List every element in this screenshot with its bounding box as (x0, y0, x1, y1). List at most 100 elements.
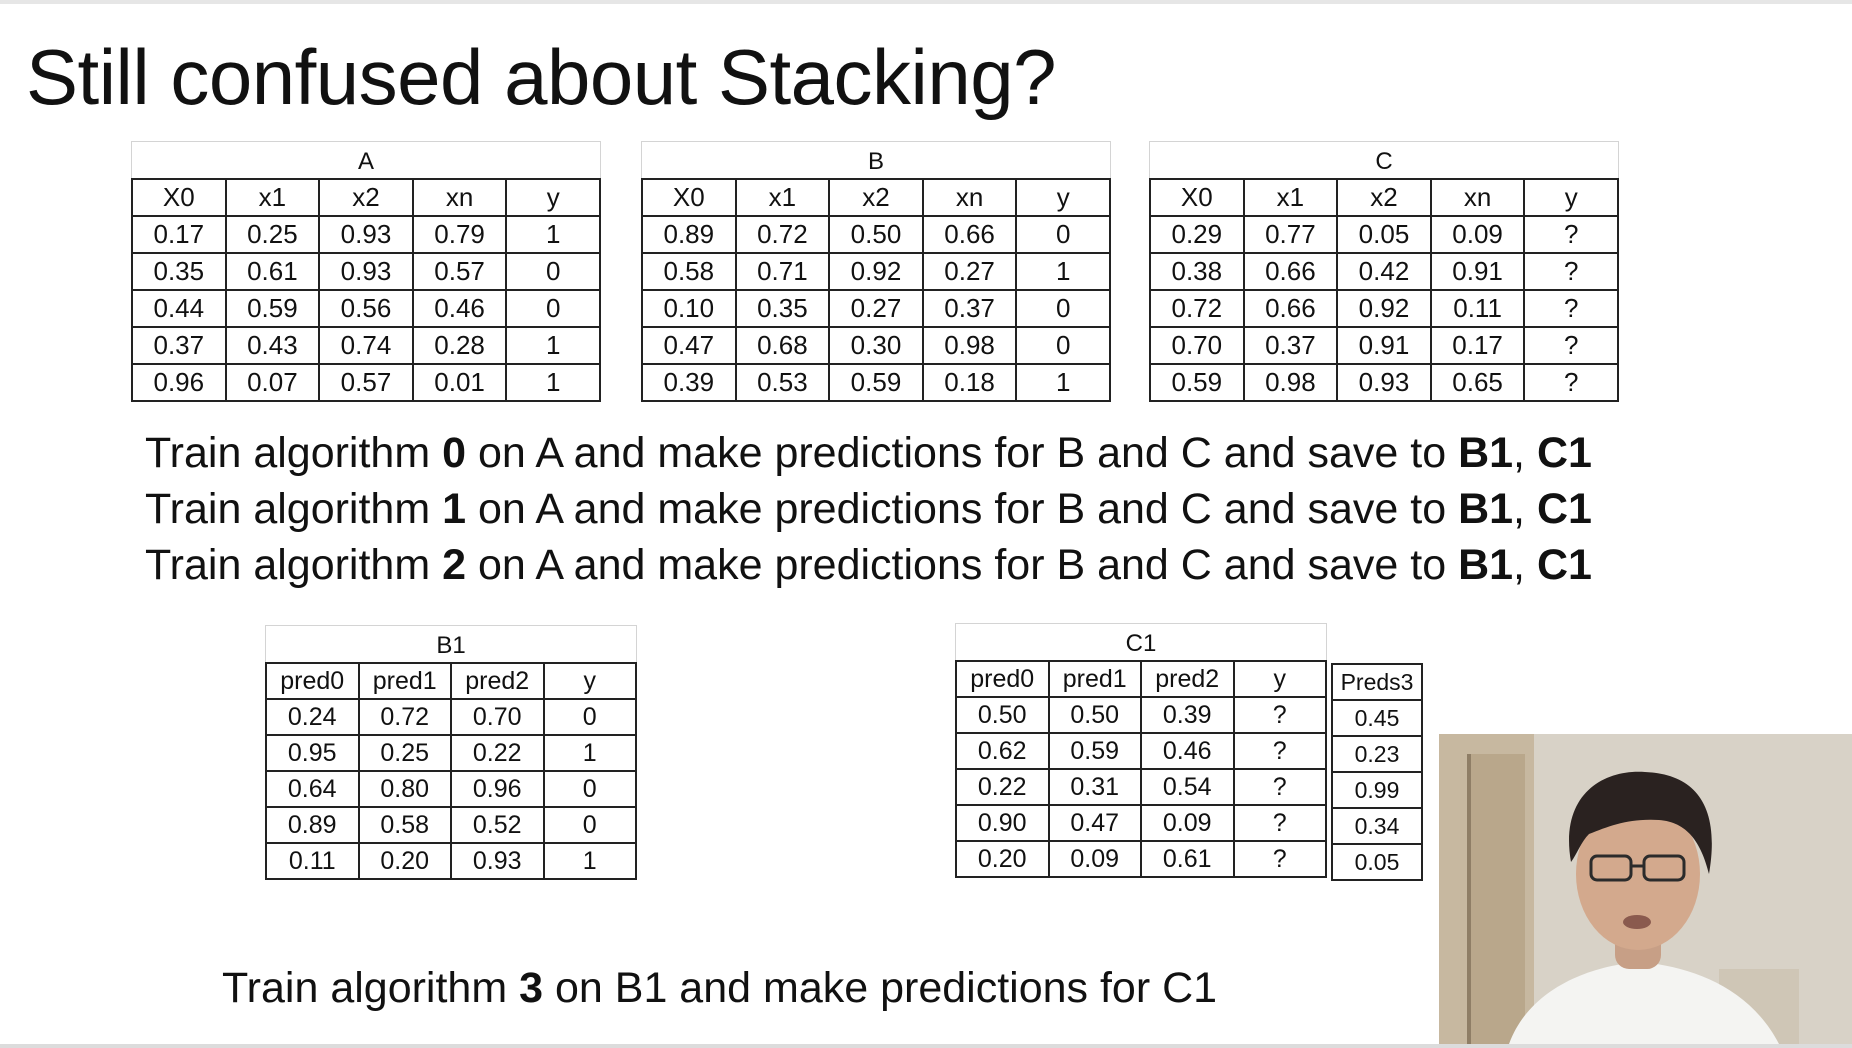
table-cell: 0 (1015, 326, 1111, 365)
table-cell: 0.42 (1336, 252, 1432, 291)
table-cell: 0.25 (224, 215, 321, 254)
table-preds3: Preds3 0.45 0.23 0.99 0.34 0.05 (1331, 663, 1423, 881)
table-c-header: xn (1429, 178, 1526, 217)
table-row: 0.64 0.80 0.96 0 (265, 770, 637, 808)
table-cell: 0.35 (734, 289, 831, 328)
table-cell: 0.20 (955, 840, 1050, 878)
table-cell: 0.68 (734, 326, 831, 365)
table-cell: 0.18 (921, 363, 1018, 402)
algorithm-number: 0 (442, 429, 467, 477)
frame-top-edge (0, 0, 1852, 4)
table-cell: 0.59 (1149, 363, 1245, 402)
step-text: Train algorithm (145, 485, 443, 533)
webcam-scene (1439, 734, 1852, 1044)
table-cell: 0.72 (1149, 289, 1245, 328)
table-cell: 0.20 (357, 842, 452, 880)
table-b-header: x1 (734, 178, 831, 217)
table-row: 0.29 0.77 0.05 0.09 ? (1149, 215, 1619, 254)
table-a: A X0 x1 x2 xn y 0.17 0.25 0.93 0.79 1 0.… (131, 141, 601, 402)
table-c-header: X0 (1149, 178, 1245, 217)
table-cell: 0.61 (224, 252, 321, 291)
table-cell: 0.64 (265, 770, 360, 808)
table-cell: 0 (542, 806, 637, 844)
table-b-header: y (1015, 178, 1111, 217)
table-cell: 0.23 (1331, 735, 1423, 773)
table-cell: 0.28 (411, 326, 508, 365)
table-cell: 0.91 (1336, 326, 1432, 365)
table-cell: 0.47 (641, 326, 737, 365)
table-cell: 0 (505, 252, 601, 291)
table-cell: 0.61 (1140, 840, 1235, 878)
table-cell: ? (1523, 289, 1619, 328)
table-cell: ? (1232, 696, 1327, 734)
table-cell: 0.09 (1140, 804, 1235, 842)
table-cell: 0.99 (1331, 771, 1423, 809)
table-cell: 0.98 (921, 326, 1018, 365)
table-cell: 1 (1015, 363, 1111, 402)
table-cell: 0.72 (734, 215, 831, 254)
table-cell: 0.65 (1429, 363, 1526, 402)
training-steps: Train algorithm 0 on A and make predicti… (145, 425, 1592, 593)
table-row: 0.72 0.66 0.92 0.11 ? (1149, 289, 1619, 328)
step-text: on A and make predictions for B and C an… (466, 429, 1459, 477)
hair (1569, 771, 1712, 874)
table-b-header-row: X0 x1 x2 xn y (641, 178, 1111, 217)
table-c-header: x2 (1336, 178, 1432, 217)
table-a-caption: A (131, 141, 601, 178)
table-cell: 1 (505, 363, 601, 402)
table-cell: 0.57 (318, 363, 414, 402)
table-b1-header-row: pred0 pred1 pred2 y (265, 662, 637, 700)
door-panel (1467, 754, 1525, 1044)
table-cell: 1 (1015, 252, 1111, 291)
table-cell: 0.09 (1429, 215, 1526, 254)
table-cell: ? (1232, 732, 1327, 770)
table-row: 0.35 0.61 0.93 0.57 0 (131, 252, 601, 291)
table-cell: 0.70 (450, 698, 545, 736)
table-cell: 0.54 (1140, 768, 1235, 806)
table-row: 0.89 0.72 0.50 0.66 0 (641, 215, 1111, 254)
b1-label: B1 (1458, 429, 1514, 477)
table-b1-caption: B1 (265, 625, 637, 662)
table-cell: 0.66 (1242, 252, 1339, 291)
table-cell: 0.91 (1429, 252, 1526, 291)
table-cell: 0.89 (265, 806, 360, 844)
table-cell: 0.80 (357, 770, 452, 808)
table-cell: ? (1232, 804, 1327, 842)
table-cell: 0.98 (1242, 363, 1339, 402)
table-cell: 0.59 (828, 363, 924, 402)
table-cell: 0.46 (1140, 732, 1235, 770)
table-row: 0.99 (1331, 771, 1423, 809)
table-cell: 0.50 (1047, 696, 1142, 734)
table-cell: 0 (505, 289, 601, 328)
table-cell: 0.95 (265, 734, 360, 772)
table-cell: 0.74 (318, 326, 414, 365)
table-cell: 0 (542, 698, 637, 736)
table-cell: 0.44 (131, 289, 227, 328)
table-c1-header: y (1232, 660, 1327, 698)
table-row: 0.23 (1331, 735, 1423, 773)
table-cell: 0.10 (641, 289, 737, 328)
table-row: 0.95 0.25 0.22 1 (265, 734, 637, 772)
table-cell: 0.22 (955, 768, 1050, 806)
table-row: 0.47 0.68 0.30 0.98 0 (641, 326, 1111, 365)
table-row: 0.17 0.25 0.93 0.79 1 (131, 215, 601, 254)
table-cell: ? (1523, 252, 1619, 291)
frame-bottom-edge (0, 1044, 1852, 1048)
algorithm-number: 1 (442, 485, 467, 533)
training-step: Train algorithm 0 on A and make predicti… (145, 425, 1592, 481)
algorithm-number: 3 (519, 964, 544, 1012)
table-row: 0.45 (1331, 699, 1423, 737)
table-cell: 0.72 (357, 698, 452, 736)
table-c1-caption: C1 (955, 623, 1327, 660)
training-step: Train algorithm 2 on A and make predicti… (145, 537, 1592, 593)
table-cell: 0.59 (224, 289, 321, 328)
table-cell: 0.57 (411, 252, 508, 291)
table-a-header: X0 (131, 178, 227, 217)
table-cell: 0.11 (1429, 289, 1526, 328)
step-text: Train algorithm (222, 964, 520, 1012)
step-text: Train algorithm (145, 541, 443, 589)
table-cell: ? (1523, 215, 1619, 254)
table-c-header: y (1523, 178, 1619, 217)
step-separator: , (1513, 541, 1537, 589)
table-cell: ? (1232, 768, 1327, 806)
